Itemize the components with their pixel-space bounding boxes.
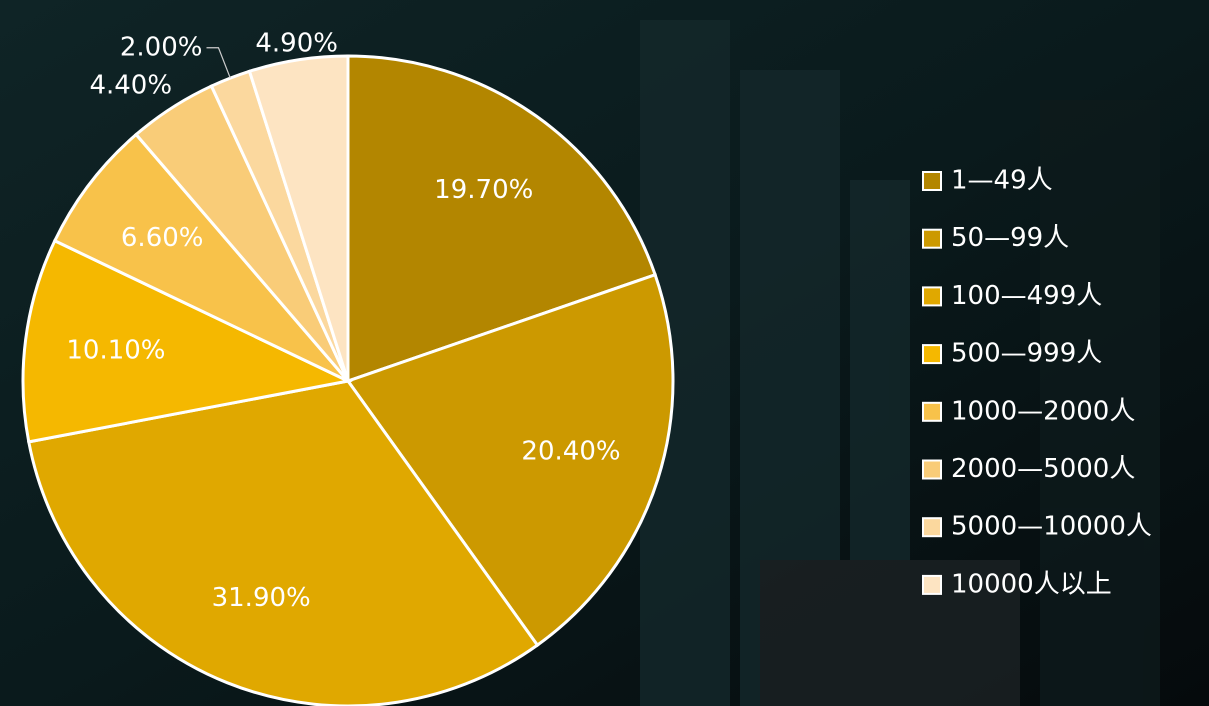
legend-label: 100—499人 xyxy=(951,281,1102,311)
pie-slice xyxy=(27,379,540,706)
data-label: 2.00% xyxy=(120,32,203,62)
legend-label: 500—999人 xyxy=(951,339,1102,369)
legend-swatch xyxy=(922,228,942,249)
legend-label: 1000—2000人 xyxy=(951,396,1135,426)
leader-line xyxy=(206,47,231,79)
legend-swatch xyxy=(922,574,942,595)
legend: 1—49人 50—99人 100—499人 500—999人 1000—2000人 200… xyxy=(922,166,1152,599)
data-label: 20.40% xyxy=(521,436,620,466)
pie-slice xyxy=(345,272,675,648)
legend-swatch xyxy=(922,517,942,538)
data-label: 6.60% xyxy=(121,223,204,253)
data-label: 4.90% xyxy=(255,29,338,59)
data-label: 4.40% xyxy=(89,70,172,100)
legend-label: 1—49人 xyxy=(951,166,1053,196)
pie-slice xyxy=(52,132,350,383)
pie-slice xyxy=(21,238,353,444)
data-label: 19.70% xyxy=(434,175,533,205)
legend-label: 10000人以上 xyxy=(951,569,1112,599)
legend-swatch xyxy=(922,401,942,422)
legend-swatch xyxy=(922,459,942,480)
legend-label: 50—99人 xyxy=(951,223,1069,253)
legend-swatch xyxy=(922,171,942,191)
data-label: 31.90% xyxy=(212,583,311,613)
pie: 19.70% 20.40% 31.90% 10.10% 6.60% 4.40% 2.00% 4… xyxy=(21,29,675,706)
legend-swatch xyxy=(922,344,942,365)
data-label: 10.10% xyxy=(66,335,165,365)
legend-swatch xyxy=(922,286,942,307)
legend-label: 2000—5000人 xyxy=(951,454,1135,484)
legend-label: 5000—10000人 xyxy=(951,512,1152,542)
pie-slice xyxy=(247,54,350,382)
city-silhouette xyxy=(640,20,1160,706)
